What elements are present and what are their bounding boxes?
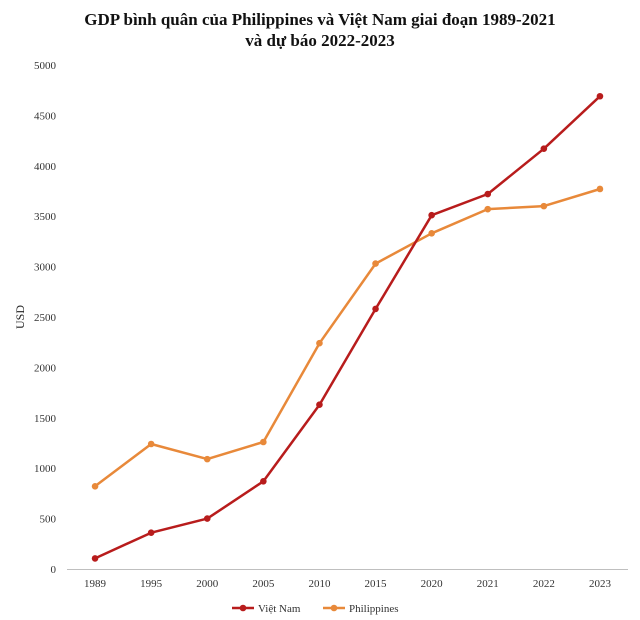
- x-tick-label: 2022: [533, 578, 555, 590]
- data-point: [540, 145, 548, 152]
- y-tick-label: 2500: [34, 312, 57, 324]
- series-line: [94, 187, 601, 488]
- y-tick-label: 1500: [34, 413, 57, 425]
- y-tick-label: 2000: [34, 362, 57, 374]
- legend-swatch-marker: [330, 604, 338, 612]
- x-tick-label: 1995: [140, 578, 163, 590]
- y-tick-label: 500: [40, 514, 57, 526]
- data-point: [428, 230, 435, 237]
- y-tick-label: 0: [51, 564, 57, 576]
- x-tick-label: 2021: [477, 578, 499, 590]
- x-tick-label: 1989: [84, 578, 107, 590]
- legend-label: Philippines: [349, 603, 399, 615]
- data-point: [203, 515, 211, 522]
- data-point: [260, 438, 267, 446]
- x-tick-label: 2010: [308, 578, 331, 590]
- x-tick-label: 2015: [365, 578, 388, 590]
- data-point: [147, 529, 155, 537]
- y-tick-label: 1000: [34, 463, 57, 475]
- data-point: [428, 211, 435, 219]
- data-point: [316, 339, 323, 347]
- x-tick-label: 2005: [252, 578, 275, 590]
- legend-label: Việt Nam: [258, 603, 301, 615]
- y-tick-label: 4500: [34, 110, 57, 122]
- x-tick-label: 2020: [421, 578, 444, 590]
- data-point: [91, 555, 99, 562]
- data-point: [316, 401, 323, 408]
- y-tick-label: 5000: [34, 60, 57, 72]
- data-point: [484, 190, 492, 198]
- data-point: [203, 455, 211, 463]
- data-point: [260, 478, 267, 485]
- y-axis-label: USD: [13, 305, 27, 329]
- y-tick-label: 3000: [34, 262, 57, 274]
- data-point: [372, 305, 379, 313]
- data-point: [372, 260, 379, 267]
- data-point: [91, 483, 99, 490]
- x-tick-label: 2023: [589, 578, 612, 590]
- chart-title-line-1: GDP bình quân của Philippines và Việt Na…: [84, 10, 556, 29]
- y-tick-label: 3500: [34, 211, 57, 223]
- legend-swatch-marker: [239, 604, 247, 612]
- data-point: [596, 92, 604, 100]
- data-point: [540, 202, 548, 210]
- chart-title-line-2: và dự báo 2022-2023: [245, 31, 395, 50]
- x-tick-label: 2000: [196, 578, 219, 590]
- y-tick-label: 4000: [34, 161, 57, 173]
- data-point: [147, 440, 155, 448]
- data-point: [484, 205, 492, 213]
- series-line: [94, 95, 601, 560]
- data-point: [596, 185, 604, 193]
